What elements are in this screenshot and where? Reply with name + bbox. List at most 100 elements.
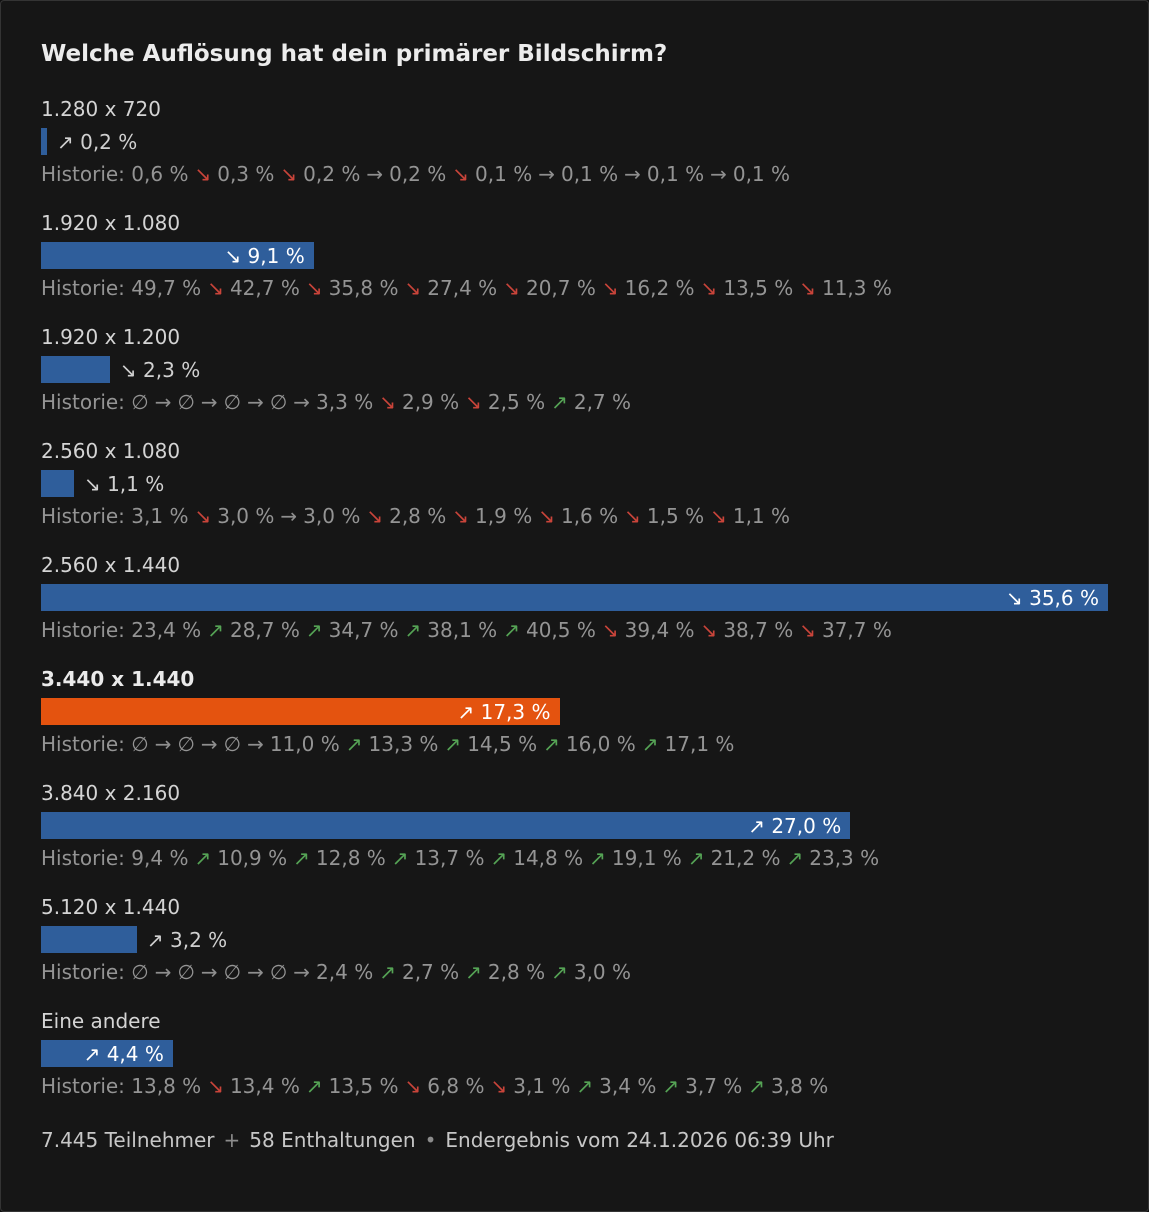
history-trend-same-icon: → (293, 390, 311, 414)
history-label: Historie: (41, 618, 132, 642)
history-value: 3,3 % (316, 390, 374, 414)
history-trend-down-icon: ↘ (207, 1074, 224, 1098)
option-bar (41, 356, 110, 383)
history-trend-same-icon: → (247, 732, 264, 756)
option-value: ↘ 2,3 % (119, 357, 201, 382)
option-history: Historie: 13,8 % ↘ 13,4 % ↗ 13,5 % ↘ 6,8 % ↘ 3,1… (41, 1074, 1108, 1098)
history-value: ∅ (269, 390, 288, 414)
history-value: 16,2 % (624, 276, 695, 300)
history-trend-up-icon: ↗ (404, 618, 422, 642)
history-trend-down-icon: ↘ (601, 618, 619, 642)
history-value: 38,1 % (427, 618, 498, 642)
history-trend-up-icon: ↗ (543, 732, 560, 756)
history-value: 3,0 % (303, 504, 361, 528)
history-trend-up-icon: ↗ (687, 846, 705, 870)
history-trend-down-icon: ↘ (490, 1074, 508, 1098)
history-value: 0,3 % (217, 162, 275, 186)
history-trend-up-icon: ↗ (305, 1074, 323, 1098)
option-label: 3.440 x 1.440 (41, 667, 195, 691)
history-label: Historie: (41, 390, 132, 414)
history-trend-down-icon: ↘ (710, 504, 727, 528)
history-value: ∅ (269, 960, 288, 984)
history-value: 0,2 % (389, 162, 447, 186)
history-value: 3,0 % (217, 504, 275, 528)
history-value: 17,1 % (664, 732, 735, 756)
option-value: ↘ 35,6 % (1005, 585, 1099, 610)
history-trend-up-icon: ↗ (503, 618, 520, 642)
history-trend-up-icon: ↗ (589, 846, 606, 870)
history-value: 16,0 % (565, 732, 636, 756)
history-trend-down-icon: ↘ (538, 504, 555, 528)
history-value: 2,9 % (401, 390, 460, 414)
option-value: ↗ 3,2 % (146, 927, 228, 952)
poll-option-1920x1200: 1.920 x 1.200 ↘ 2,3 % Historie: ∅ → ∅ → ∅ → ∅ → 3,… (41, 325, 1108, 414)
abstentions-count: 58 Enthaltungen (249, 1128, 416, 1152)
history-trend-up-icon: ↗ (551, 390, 568, 414)
history-value: 11,0 % (269, 732, 340, 756)
history-value: 23,4 % (131, 618, 202, 642)
history-value: 34,7 % (328, 618, 399, 642)
history-value: 3,1 % (513, 1074, 571, 1098)
history-trend-down-icon: ↘ (207, 276, 224, 300)
history-value: 3,8 % (771, 1074, 829, 1098)
history-trend-up-icon: ↗ (207, 618, 224, 642)
history-value: 2,8 % (487, 960, 546, 984)
history-value: 0,2 % (303, 162, 361, 186)
poll-option-1920x1080: 1.920 x 1.080 ↘ 9,1 % Historie: 49,7 % ↘ 42,… (41, 211, 1108, 300)
history-trend-up-icon: ↗ (641, 732, 659, 756)
history-value: 14,5 % (467, 732, 538, 756)
option-bar-row: ↘ 9,1 % (41, 242, 1108, 269)
poll-option-eine-andere: Eine andere ↗ 4,4 % Historie: 13,8 % ↘ 13,4 … (41, 1009, 1108, 1098)
history-value: 6,8 % (427, 1074, 485, 1098)
history-value: 0,1 % (732, 162, 791, 186)
history-value: 1,9 % (475, 504, 533, 528)
history-trend-same-icon: → (280, 504, 298, 528)
history-trend-down-icon: ↘ (465, 390, 482, 414)
history-trend-up-icon: ↗ (786, 846, 804, 870)
option-bar-row: ↘ 35,6 % (41, 584, 1108, 611)
history-label: Historie: (41, 960, 132, 984)
history-value: 13,3 % (368, 732, 439, 756)
history-value: 23,3 % (809, 846, 880, 870)
history-value: ∅ (131, 390, 149, 414)
option-bar-row: ↗ 27,0 % (41, 812, 1108, 839)
history-value: 11,3 % (821, 276, 892, 300)
history-value: ∅ (223, 960, 242, 984)
history-trend-same-icon: → (710, 162, 727, 186)
history-label: Historie: (41, 732, 132, 756)
option-bar (41, 926, 137, 953)
history-trend-up-icon: ↗ (345, 732, 363, 756)
history-value: 13,8 % (131, 1074, 202, 1098)
history-trend-down-icon: ↘ (305, 276, 323, 300)
history-value: 28,7 % (229, 618, 300, 642)
option-value: ↘ 9,1 % (224, 243, 305, 268)
history-trend-down-icon: ↘ (503, 276, 520, 300)
option-history: Historie: 23,4 % ↗ 28,7 % ↗ 34,7 % ↗ 38,1 % ↗ 40… (41, 618, 1108, 642)
history-value: 21,2 % (710, 846, 781, 870)
history-trend-same-icon: → (247, 960, 264, 984)
history-label: Historie: (41, 504, 132, 528)
option-label: 2.560 x 1.440 (41, 553, 181, 577)
history-trend-same-icon: → (200, 390, 218, 414)
history-trend-up-icon: ↗ (551, 960, 568, 984)
history-value: 10,9 % (217, 846, 288, 870)
history-value: 2,8 % (389, 504, 447, 528)
option-history: Historie: 3,1 % ↘ 3,0 % → 3,0 % ↘ 2,8 % ↘ 1,9 % ↘… (41, 504, 1108, 528)
history-trend-up-icon: ↗ (194, 846, 212, 870)
poll-option-3840x2160: 3.840 x 2.160 ↗ 27,0 % Historie: 9,4 % ↗ 10,… (41, 781, 1108, 870)
option-value: ↗ 27,0 % (748, 813, 842, 838)
option-bar-row: ↘ 1,1 % (41, 470, 1108, 497)
history-value: 40,5 % (525, 618, 596, 642)
history-value: 49,7 % (131, 276, 202, 300)
history-value: 14,8 % (513, 846, 584, 870)
history-value: 12,8 % (315, 846, 386, 870)
option-bar-row: ↗ 17,3 % (41, 698, 1108, 725)
history-value: 3,7 % (685, 1074, 743, 1098)
history-trend-up-icon: ↗ (662, 1074, 680, 1098)
option-value: ↗ 17,3 % (457, 699, 551, 724)
history-trend-down-icon: ↘ (194, 162, 212, 186)
history-trend-down-icon: ↘ (452, 504, 470, 528)
option-value: ↗ 4,4 % (83, 1041, 164, 1066)
option-label: 1.280 x 720 (41, 97, 161, 121)
